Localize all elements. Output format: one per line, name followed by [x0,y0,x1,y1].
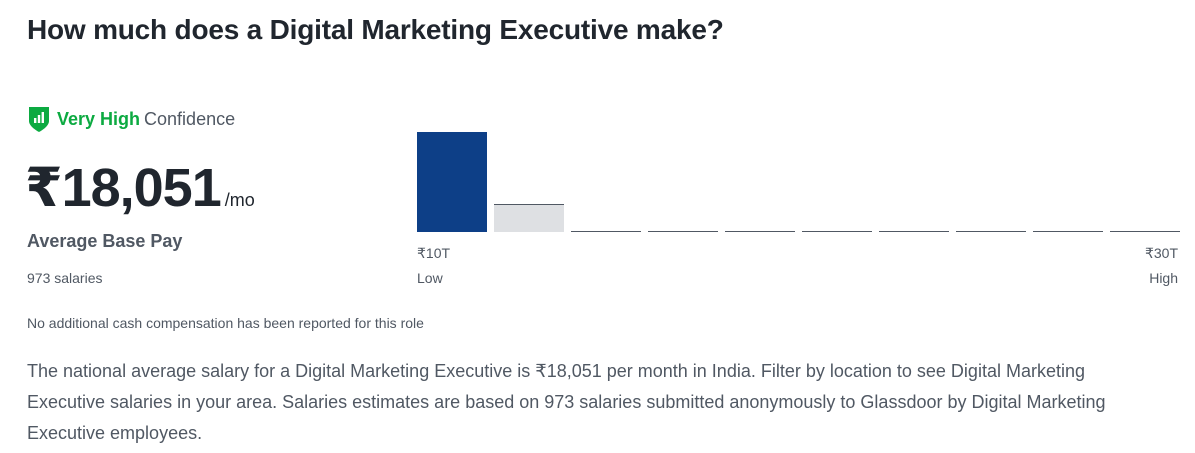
histogram-bar [879,231,949,232]
average-base-pay-label: Average Base Pay [27,231,183,251]
histogram-bar [725,231,795,232]
histogram-bar [494,204,564,232]
confidence-level: Very High [57,108,141,129]
page-title: How much does a Digital Marketing Execut… [27,14,724,45]
histogram-bar [1110,231,1180,232]
axis-low-label: Low [417,270,443,286]
salary-description: The national average salary for a Digita… [27,361,1106,443]
pay-amount: ₹18,051 [25,158,222,218]
histogram-bar [648,231,718,232]
histogram-bar [417,132,487,232]
pay-period: /mo [224,190,255,210]
confidence-label: Confidence [144,108,236,129]
histogram-bar [802,231,872,232]
confidence-indicator: Very High Confidence [27,105,235,133]
axis-low-value: ₹10T [417,245,451,261]
histogram-bar [1033,231,1103,232]
average-pay: ₹18,051 /mo [25,158,255,218]
axis-high-value: ₹30T [1144,245,1178,261]
bar-chart-shield-icon [29,107,49,132]
histogram-bar [571,231,641,232]
salary-count: 973 salaries [27,270,103,286]
histogram-bar [956,231,1026,232]
cash-compensation-note: No additional cash compensation has been… [27,315,424,331]
axis-high-label: High [1149,270,1178,286]
salary-histogram [417,120,1180,232]
